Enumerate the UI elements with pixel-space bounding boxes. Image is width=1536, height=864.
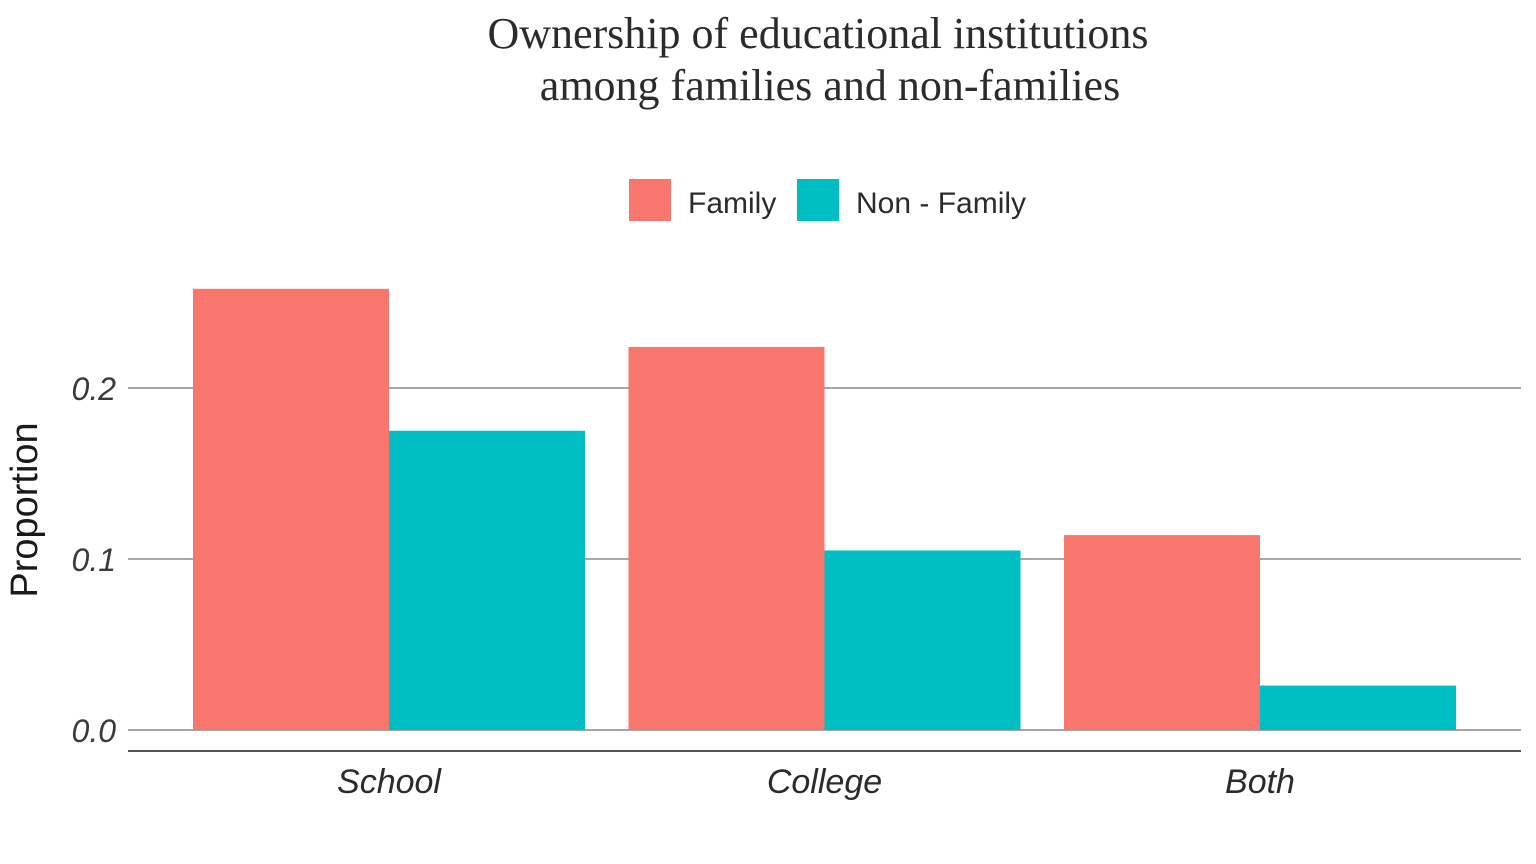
legend-label-non-family: Non - Family: [856, 187, 1026, 220]
x-category-label-both: Both: [1225, 763, 1295, 801]
y-tick-label: 0.2: [72, 371, 117, 407]
x-category-labels: School College Both: [337, 763, 1295, 801]
legend-label-family: Family: [688, 187, 776, 220]
legend-swatch-non-family: [797, 179, 839, 221]
y-tick-label: 0.1: [72, 542, 116, 578]
chart-title-line-1: Ownership of educational institutions: [487, 9, 1148, 58]
x-category-label-college: College: [767, 763, 882, 801]
bar-both-family: [1064, 535, 1260, 730]
legend: Family Non - Family: [629, 179, 1026, 221]
y-tick-label: 0.0: [72, 713, 117, 749]
bar-school-family: [193, 288, 389, 730]
y-axis-label: Proportion: [4, 422, 46, 597]
bar-college-family: [628, 346, 825, 730]
x-category-label-school: School: [337, 763, 442, 801]
chart-title-line-2: among families and non-families: [540, 61, 1120, 110]
bar-both-non-family: [1260, 685, 1456, 730]
bar-school-non-family: [389, 430, 585, 730]
legend-swatch-family: [629, 179, 671, 221]
bars: [193, 288, 1456, 730]
y-tick-labels: 0.0 0.1 0.2: [72, 371, 117, 749]
bar-college-non-family: [824, 550, 1021, 730]
